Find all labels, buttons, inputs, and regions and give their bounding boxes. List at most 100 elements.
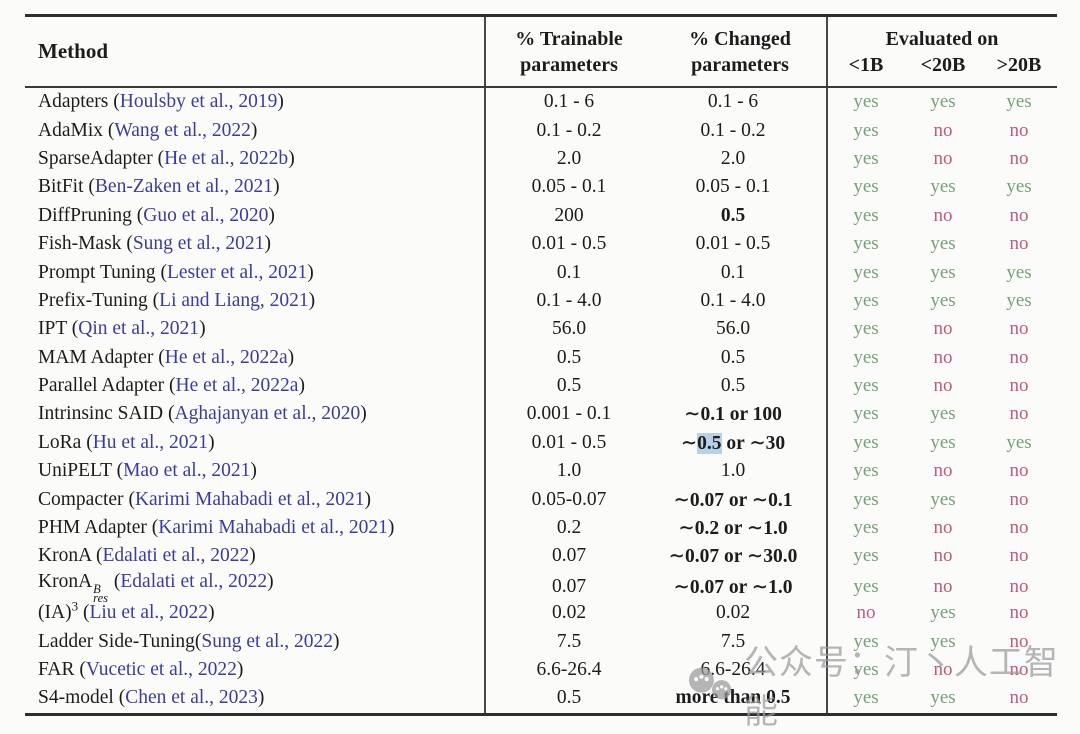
table-row: KronA (Edalati et al., 2022) 0.07 ∼0.07 … <box>25 542 1057 570</box>
method-name: Parallel Adapter <box>38 375 165 397</box>
changed-params-cell: ∼0.07 or ∼0.1 <box>653 488 827 512</box>
citation-link[interactable]: Edalati et al., 2022 <box>120 570 268 592</box>
eval-lt20b-cell: no <box>933 318 953 340</box>
highlighted-value: 0.5 <box>697 432 722 454</box>
eval-lt1b-cell: yes <box>853 517 879 539</box>
citation-link[interactable]: He et al., 2022a <box>175 375 299 397</box>
citation-link[interactable]: Edalati et al., 2022 <box>102 545 250 567</box>
eval-gt20b-cell: no <box>1009 346 1029 368</box>
citation-link[interactable]: Wang et al., 2022 <box>114 119 251 141</box>
eval-lt1b-cell: yes <box>853 545 879 567</box>
trainable-params-cell: 0.02 <box>551 602 587 624</box>
table-row: DiffPruning (Guo et al., 2020) 200 0.5 y… <box>25 202 1057 230</box>
changed-value: 6.6-26.4 <box>700 659 766 680</box>
eval-lt1b-cell: yes <box>853 575 879 597</box>
citation-link[interactable]: He et al., 2022b <box>164 147 289 169</box>
eval-gt20b-cell: no <box>1009 318 1029 340</box>
method-name: Compacter <box>38 488 124 510</box>
citation-link[interactable]: Aghajanyan et al., 2020 <box>174 403 361 425</box>
method-cell: Ladder Side-Tuning(Sung et al., 2022) <box>25 631 485 653</box>
eval-lt1b-cell: yes <box>853 687 879 709</box>
method-cell: UniPELT (Mao et al., 2021) <box>25 460 485 482</box>
method-cell: KronA (Edalati et al., 2022) <box>25 545 485 567</box>
eval-lt20b-cell: no <box>933 204 953 226</box>
eval-lt20b-cell: no <box>933 517 953 539</box>
changed-params-cell: 0.1 - 4.0 <box>653 290 827 312</box>
trainable-params-cell: 0.2 <box>556 517 582 539</box>
eval-gt20b-cell: yes <box>1006 176 1032 198</box>
method-name: PHM Adapter <box>38 517 147 539</box>
eval-lt1b-cell: yes <box>853 204 879 226</box>
table-row: S4-model (Chen et al., 2023) 0.5 more th… <box>25 684 1057 712</box>
changed-value: ∼0.2 or ∼1.0 <box>678 518 788 540</box>
citation-paren-open: ( <box>123 488 135 510</box>
method-superscript: 3 <box>71 598 79 614</box>
citation-paren-close: ) <box>264 233 271 255</box>
citation-paren-close: ) <box>250 460 257 482</box>
changed-params-cell: more than 0.5 <box>653 687 827 709</box>
citation-link[interactable]: He et al., 2022a <box>164 346 288 368</box>
eval-lt1b-cell: yes <box>853 261 879 283</box>
header-changed: % Changed parameters <box>689 27 791 76</box>
method-name: UniPELT <box>38 460 112 482</box>
table-top-rule <box>25 14 1057 17</box>
eval-lt1b-cell: yes <box>853 659 879 680</box>
trainable-params-cell: 0.07 <box>551 575 587 597</box>
citation-paren-close: ) <box>208 602 215 624</box>
changed-value: 2.0 <box>720 147 746 169</box>
citation-paren-open: ( <box>153 346 165 368</box>
eval-gt20b-cell: no <box>1009 517 1029 539</box>
citation-link[interactable]: Chen et al., 2023 <box>125 687 258 709</box>
method-name: AdaMix <box>38 119 103 141</box>
method-cell: BitFit (Ben-Zaken et al., 2021) <box>25 176 485 198</box>
changed-value: ∼ <box>680 432 698 454</box>
method-cell: (IA)3 (Liu et al., 2022) <box>25 598 485 624</box>
citation-paren-open: ( <box>163 403 175 425</box>
method-cell: MAM Adapter (He et al., 2022a) <box>25 347 485 369</box>
citation-link[interactable]: Sung et al., 2021 <box>132 233 265 255</box>
eval-lt20b-cell: yes <box>930 289 956 311</box>
changed-params-cell: 0.5 <box>653 205 827 227</box>
eval-lt1b-cell: yes <box>853 431 879 453</box>
citation-link[interactable]: Houlsby et al., 2019 <box>119 91 278 113</box>
eval-gt20b-cell: no <box>1009 233 1029 255</box>
changed-value: ∼0.07 or ∼1.0 <box>673 576 793 598</box>
trainable-params-cell: 0.05-0.07 <box>531 488 607 510</box>
citation-paren-close: ) <box>273 176 280 198</box>
citation-paren-close: ) <box>288 147 295 169</box>
citation-link[interactable]: Vucetic et al., 2022 <box>85 659 237 680</box>
changed-value: 1.0 <box>720 460 746 482</box>
citation-link[interactable]: Ben-Zaken et al., 2021 <box>94 176 274 198</box>
trainable-params-cell: 200 <box>554 204 584 226</box>
citation-paren-open: ( <box>131 204 144 226</box>
eval-gt20b-cell: no <box>1009 659 1029 680</box>
citation-link[interactable]: Karimi Mahabadi et al., 2021 <box>158 517 388 539</box>
trainable-params-cell: 0.01 - 0.5 <box>531 431 607 453</box>
changed-params-cell: ∼0.1 or 100 <box>653 402 827 426</box>
header-lt1b: <1B <box>848 53 884 76</box>
citation-link[interactable]: Qin et al., 2021 <box>78 318 200 340</box>
citation-link[interactable]: Karimi Mahabadi et al., 2021 <box>134 488 365 510</box>
citation-link[interactable]: Hu et al., 2021 <box>92 431 209 453</box>
citation-link[interactable]: Guo et al., 2020 <box>143 204 269 226</box>
citation-link[interactable]: Sung et al., 2022 <box>201 630 334 652</box>
changed-params-cell: 0.1 - 0.2 <box>653 120 827 142</box>
citation-link[interactable]: Liu et al., 2022 <box>89 602 209 624</box>
citation-link[interactable]: Li and Liang, 2021 <box>159 289 309 311</box>
table-row: Fish-Mask (Sung et al., 2021) 0.01 - 0.5… <box>25 230 1057 258</box>
changed-value: 7.5 <box>720 630 746 652</box>
changed-params-cell: 56.0 <box>653 318 827 340</box>
eval-lt1b-cell: yes <box>853 318 879 340</box>
citation-paren-close: ) <box>298 375 305 397</box>
table-row: Prompt Tuning (Lester et al., 2021) 0.1 … <box>25 258 1057 286</box>
table-row: Compacter (Karimi Mahabadi et al., 2021)… <box>25 485 1057 513</box>
citation-paren-open: ( <box>78 602 90 624</box>
eval-lt20b-cell: yes <box>930 261 956 283</box>
eval-lt20b-cell: yes <box>930 91 956 113</box>
citation-link[interactable]: Mao et al., 2021 <box>123 460 251 482</box>
header-eval-sizes: <1B <20B >20B <box>827 52 1057 78</box>
eval-lt20b-cell: no <box>933 575 953 597</box>
citation-link[interactable]: Lester et al., 2021 <box>166 261 308 283</box>
eval-gt20b-cell: no <box>1009 602 1029 624</box>
method-name: Adapters <box>38 91 109 113</box>
